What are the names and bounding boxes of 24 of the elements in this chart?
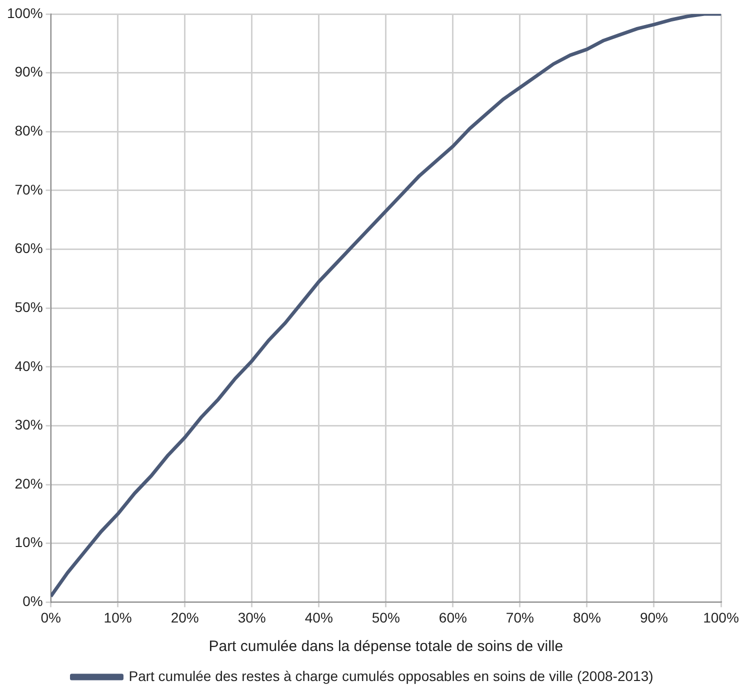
x-axis-title: Part cumulée dans la dépense totale de soins de ville xyxy=(208,638,564,656)
y-tick-label: 40% xyxy=(14,358,43,374)
y-tick-label: 100% xyxy=(6,4,43,21)
x-tick-label: 70% xyxy=(506,609,534,626)
x-tick-label: 60% xyxy=(438,609,467,626)
y-tick-label: 60% xyxy=(14,240,43,256)
x-tick-label: 30% xyxy=(238,609,266,626)
x-tick-label: 100% xyxy=(703,609,739,626)
y-tick-label: 0% xyxy=(22,593,43,610)
y-tick-label: 30% xyxy=(14,416,43,433)
y-tick-label: 80% xyxy=(14,122,43,138)
x-tick-label: 50% xyxy=(372,609,400,626)
y-tick-label: 70% xyxy=(14,181,43,198)
x-tick-label: 0% xyxy=(40,609,61,626)
x-tick-label: 10% xyxy=(104,609,132,626)
x-tick-label: 20% xyxy=(170,609,199,626)
legend-label: Part cumulée des restes à charge cumulés opposables en soins de ville (2008-2013) xyxy=(128,668,654,684)
y-tick-label: 50% xyxy=(14,298,43,315)
y-tick-label: 90% xyxy=(14,64,43,80)
x-tick-label: 40% xyxy=(304,609,333,626)
x-tick-label: 90% xyxy=(640,609,668,626)
y-tick-label: 20% xyxy=(14,475,43,492)
y-tick-label: 10% xyxy=(14,534,43,550)
x-tick-label: 80% xyxy=(572,609,601,626)
